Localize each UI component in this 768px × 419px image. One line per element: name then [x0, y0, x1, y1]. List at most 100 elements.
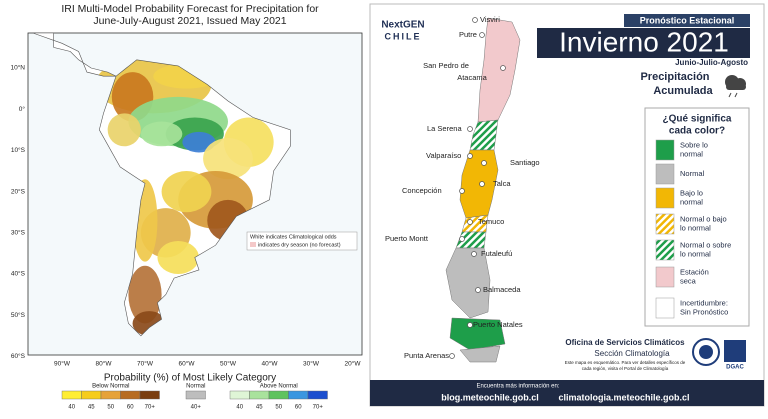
legend-label: lo normal — [680, 249, 711, 258]
chile-map — [445, 17, 521, 363]
colorbar-tick: 60 — [295, 405, 302, 411]
colorbar-group-label: Below Normal — [92, 384, 129, 390]
city-label: Balmaceda — [483, 285, 521, 294]
colorbar-group-label: Above Normal — [260, 384, 298, 390]
lat-label: 10°N — [10, 64, 25, 72]
legend-label: Normal o bajo — [680, 214, 727, 223]
colorbar-tick: 40 — [236, 405, 243, 411]
office: Oficina de Servicios Climáticos — [565, 338, 685, 347]
legend-title: ¿Qué significa — [663, 114, 732, 125]
legend-label: Incertidumbre: — [680, 298, 728, 307]
colorbar-swatch — [307, 390, 328, 400]
footer-link[interactable]: climatologia.meteochile.gob.cl — [558, 392, 689, 402]
colorbar-swatch — [120, 390, 141, 400]
legend-label: seca — [680, 276, 697, 285]
city-marker — [479, 181, 485, 187]
forecast-patch — [157, 241, 199, 274]
colorbar-tick: 70+ — [313, 405, 324, 411]
dgac-logo — [724, 340, 746, 362]
lon-label: 20°W — [345, 360, 362, 368]
city-label: Atacama — [457, 73, 487, 82]
kicker-bg — [624, 14, 750, 27]
disclaimer: cada región, visita el Portal de Climato… — [582, 366, 669, 371]
colorbar-group-label: Normal — [186, 384, 205, 390]
city-label: Punta Arenas — [404, 351, 449, 360]
seal-logo — [699, 345, 713, 359]
lat-label: 0° — [19, 105, 26, 113]
iri-title: IRI Multi-Model Probability Forecast for… — [61, 3, 319, 15]
city-label: Futaleufú — [481, 249, 512, 258]
lat-label: 40°S — [11, 270, 26, 278]
city-marker — [479, 32, 485, 38]
agency: DGAC — [726, 365, 744, 371]
city-label: Visviri — [480, 15, 500, 24]
lat-label: 10°S — [11, 146, 26, 154]
forecast-patch — [161, 171, 212, 213]
land — [32, 33, 291, 336]
colorbar-title: Probability (%) of Most Likely Category — [104, 373, 276, 384]
legend-swatch — [655, 297, 675, 319]
office: Sección Climatología — [594, 349, 670, 358]
colorbar-tick: 50 — [107, 405, 114, 411]
colorbar-swatch — [139, 390, 160, 400]
city-label: La Serena — [427, 124, 462, 133]
city-label: Puerto Natales — [473, 320, 523, 329]
lon-labels: 90°W 80°W 70°W 60°W 50°W 40°W 30°W 20°W — [54, 360, 361, 368]
forecast-patch — [203, 138, 253, 180]
city-marker — [467, 219, 473, 225]
colorbar-tick: 60 — [127, 405, 134, 411]
variable: Precipitación — [640, 71, 709, 83]
city-label: Valparaíso — [426, 151, 461, 160]
forecast-patch — [128, 265, 162, 324]
region — [445, 247, 491, 319]
colorbar: Below Normal 40 45 50 60 70+ Normal 40+ Above No… — [61, 384, 328, 411]
city-marker — [467, 153, 473, 159]
lat-label: 20°S — [11, 187, 26, 195]
legend-label: Bajo lo — [680, 188, 703, 197]
lon-label: 40°W — [262, 360, 279, 368]
lon-label: 90°W — [54, 360, 71, 368]
colorbar-swatch — [100, 390, 121, 400]
lat-label: 60°S — [11, 352, 26, 360]
city-marker — [459, 188, 465, 194]
forecast-map — [32, 32, 291, 337]
colorbar-swatch — [268, 390, 289, 400]
region — [459, 345, 501, 363]
colorbar-swatch — [288, 390, 309, 400]
variable: Acumulada — [653, 85, 713, 97]
city-label: Santiago — [510, 158, 540, 167]
city-label: Temuco — [478, 217, 504, 226]
legend-label: Normal o sobre — [680, 240, 731, 249]
colorbar-tick: 45 — [256, 405, 263, 411]
city-label: Putre — [459, 30, 477, 39]
cloud-icon — [725, 75, 746, 98]
lon-label: 60°W — [179, 360, 196, 368]
city-label: Concepción — [402, 186, 442, 195]
iri-title: June-July-August 2021, Issued May 2021 — [93, 15, 286, 27]
city-label: Puerto Montt — [385, 234, 429, 243]
colorbar-swatch — [61, 390, 82, 400]
colorbar-tick: 45 — [88, 405, 95, 411]
colorbar-tick: 40 — [68, 405, 75, 411]
lat-label: 30°S — [11, 229, 26, 237]
legend-swatch — [655, 187, 675, 209]
legend-swatch — [655, 139, 675, 161]
city-marker — [471, 251, 477, 257]
title: Invierno 2021 — [559, 26, 729, 57]
city-marker — [475, 287, 481, 293]
season: Junio-Julio-Agosto — [675, 58, 748, 67]
legend-label: lo normal — [680, 223, 711, 232]
lat-label: 50°S — [11, 311, 26, 319]
colorbar-tick: 40+ — [191, 405, 202, 411]
footer-link[interactable]: blog.meteochile.gob.cl — [441, 392, 539, 402]
lat-labels: 10°N 0° 10°S 20°S 30°S 40°S 50°S 60°S — [10, 64, 25, 360]
disclaimer: Este mapa es esquemático. Para ver detal… — [565, 360, 686, 365]
lon-label: 80°W — [96, 360, 113, 368]
legend-label: normal — [680, 197, 703, 206]
logo: NextGEN — [381, 20, 424, 31]
city-marker — [449, 353, 455, 359]
legend-swatch — [655, 266, 675, 288]
